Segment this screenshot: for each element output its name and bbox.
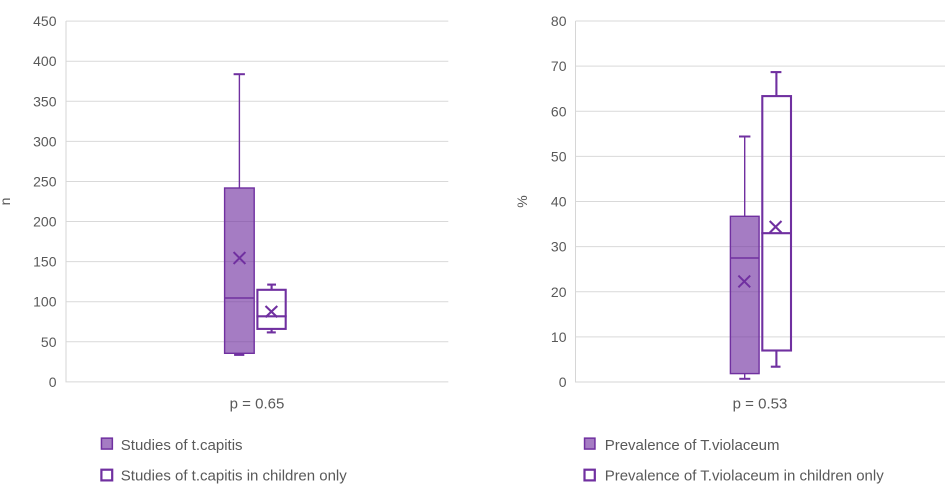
svg-text:60: 60: [551, 103, 567, 119]
svg-text:Studies of t.capitis in childr: Studies of t.capitis in children only: [121, 467, 347, 484]
svg-text:20: 20: [551, 284, 567, 300]
svg-text:30: 30: [551, 239, 567, 255]
svg-text:Studies of t.capitis: Studies of t.capitis: [121, 437, 243, 454]
svg-text:80: 80: [551, 13, 567, 29]
svg-text:150: 150: [33, 254, 57, 270]
svg-text:250: 250: [33, 174, 57, 190]
svg-text:0: 0: [559, 374, 567, 390]
svg-text:p = 0.53: p = 0.53: [733, 395, 788, 412]
svg-text:40: 40: [551, 194, 567, 210]
svg-text:p = 0.65: p = 0.65: [230, 395, 285, 412]
svg-text:70: 70: [551, 58, 567, 74]
svg-text:400: 400: [33, 53, 57, 69]
svg-text:0: 0: [49, 374, 57, 390]
svg-text:Prevalence of T.violaceum in c: Prevalence of T.violaceum in children on…: [605, 467, 885, 484]
svg-text:200: 200: [33, 214, 57, 230]
svg-text:450: 450: [33, 13, 57, 29]
svg-text:50: 50: [41, 334, 57, 350]
svg-text:n: n: [0, 198, 13, 206]
svg-text:50: 50: [551, 148, 567, 164]
svg-text:300: 300: [33, 133, 57, 149]
svg-text:%: %: [514, 195, 530, 207]
svg-text:Prevalence of T.violaceum: Prevalence of T.violaceum: [605, 437, 780, 454]
svg-text:100: 100: [33, 294, 57, 310]
svg-text:10: 10: [551, 329, 567, 345]
svg-text:350: 350: [33, 93, 57, 109]
